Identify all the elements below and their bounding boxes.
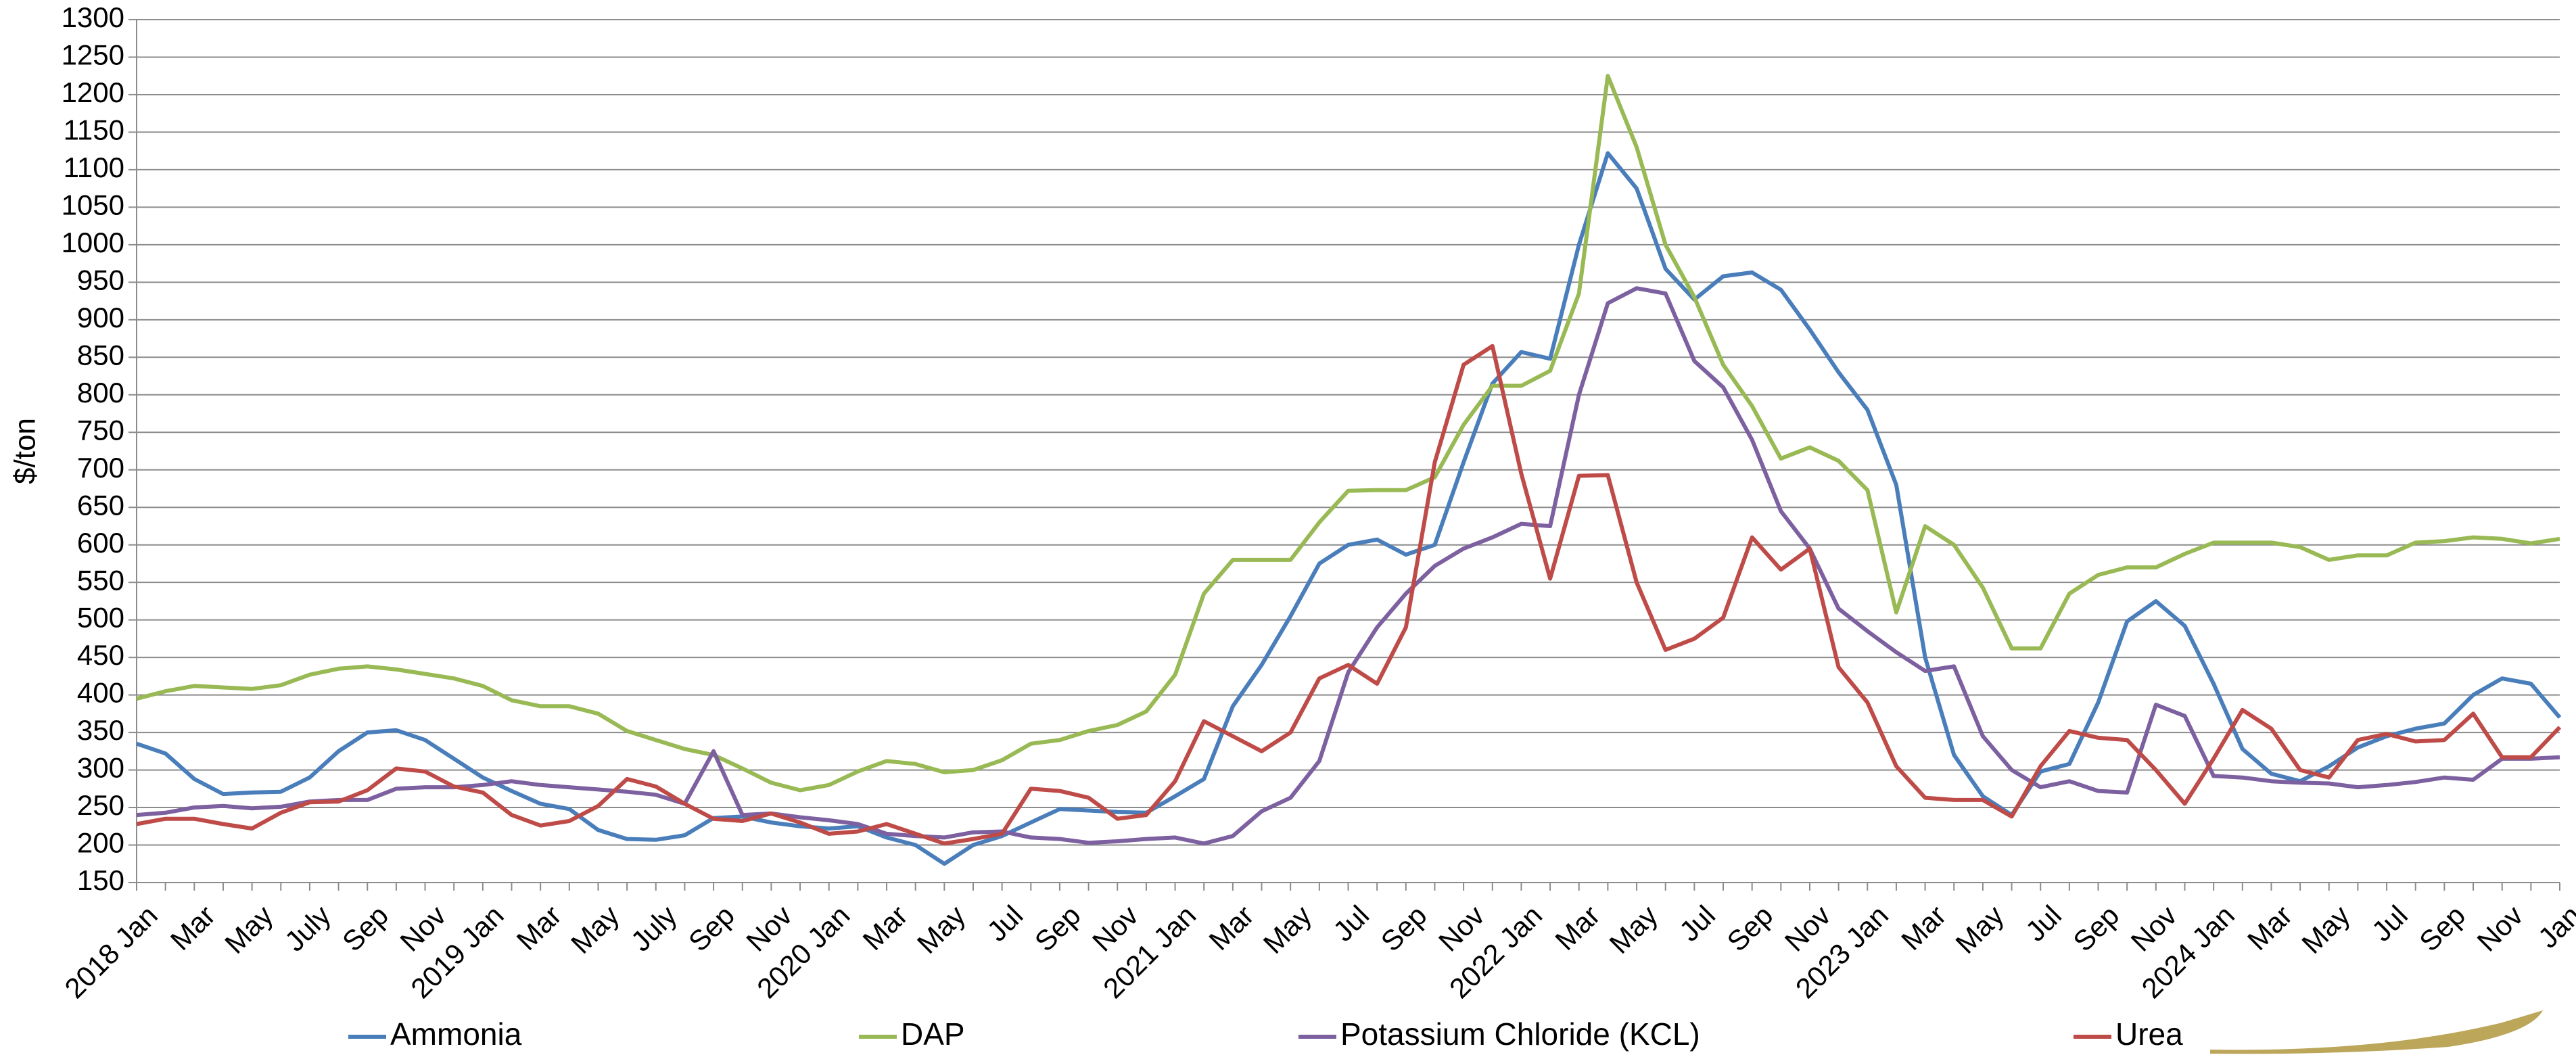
y-tick-label: 300 [77, 752, 124, 784]
x-tick-label: Jan [2532, 899, 2576, 954]
y-tick-label: 350 [77, 714, 124, 746]
y-tick-label: 650 [77, 489, 124, 521]
y-tick-label: 700 [77, 452, 124, 484]
x-tick-label: May [2295, 899, 2356, 960]
x-tick-label: Mar [511, 899, 567, 956]
x-tick-label: Sep [1720, 899, 1779, 958]
y-tick-label: 1250 [62, 39, 124, 71]
x-tick-label: Mar [1549, 899, 1606, 956]
y-tick-label: 1300 [62, 1, 124, 33]
x-tick-label: 2018 Jan [58, 899, 163, 1004]
y-tick-label: 1150 [64, 114, 124, 146]
chart: $/ton 150 200 250 300 350 400 450 500 550 600 650 7… [0, 0, 2576, 1055]
x-tick-label: May [1257, 899, 1317, 960]
x-tick-label: Jul [981, 899, 1029, 947]
x-tick-label: Sep [1029, 899, 1087, 958]
y-tick-label: 750 [77, 414, 124, 446]
x-tick-label: Sep [682, 899, 741, 958]
y-tick-label: 1100 [64, 151, 124, 183]
series-line [137, 346, 2560, 844]
x-tick-label: May [218, 899, 279, 960]
y-tick-label: 1200 [62, 76, 124, 108]
legend-label: Urea [2115, 1016, 2183, 1052]
x-tick-label: May [911, 899, 971, 960]
x-tick-label: May [1949, 899, 2009, 960]
x-tick-label: May [565, 899, 625, 960]
x-tick-label: Jul [2019, 899, 2067, 947]
y-tick-label: 500 [77, 602, 124, 634]
y-tick-label: 600 [77, 527, 124, 559]
x-tick-label: Jul [2366, 899, 2414, 947]
x-tick-label: July [279, 899, 337, 958]
x-tick-label: July [625, 899, 683, 958]
y-tick-label: 850 [77, 339, 124, 371]
x-tick-label: Sep [1375, 899, 1433, 958]
x-tick-label: Mar [1202, 899, 1259, 956]
y-axis-label: $/ton [9, 418, 42, 484]
x-tick-label: Jul [1673, 899, 1721, 947]
page: {"chart_data": { "type": "line", "y_labe… [0, 0, 2576, 1055]
y-tick-label: 1050 [62, 189, 124, 220]
series-line [137, 154, 2560, 864]
y-tick-label: 550 [77, 564, 124, 596]
x-tick-label: Sep [336, 899, 394, 958]
y-tick-label: 800 [77, 377, 124, 408]
series-line [137, 76, 2560, 790]
y-tick-label: 950 [77, 264, 124, 296]
x-tick-label: Mar [1895, 899, 1952, 956]
legend-label: Potassium Chloride (KCL) [1340, 1016, 1700, 1052]
x-tick-label: Mar [2241, 899, 2298, 956]
x-tick-label: Jul [1327, 899, 1375, 947]
y-tick-label: 1000 [62, 227, 124, 258]
x-tick-label: Mar [164, 899, 221, 956]
legend-label: Ammonia [390, 1016, 522, 1052]
x-tick-label: Sep [2413, 899, 2471, 958]
x-tick-label: Sep [2067, 899, 2125, 958]
series-line [137, 288, 2560, 843]
y-tick-label: 450 [77, 639, 124, 671]
y-tick-label: 250 [77, 789, 124, 821]
y-tick-label: 150 [77, 864, 124, 896]
y-tick-label: 200 [77, 827, 124, 859]
x-tick-label: Nov [2470, 899, 2529, 958]
y-tick-label: 900 [77, 302, 124, 333]
x-tick-label: Mar [856, 899, 913, 956]
x-tick-label: May [1603, 899, 1664, 960]
decoration [2210, 1010, 2543, 1054]
y-tick-label: 400 [77, 677, 124, 709]
legend-label: DAP [901, 1016, 965, 1052]
